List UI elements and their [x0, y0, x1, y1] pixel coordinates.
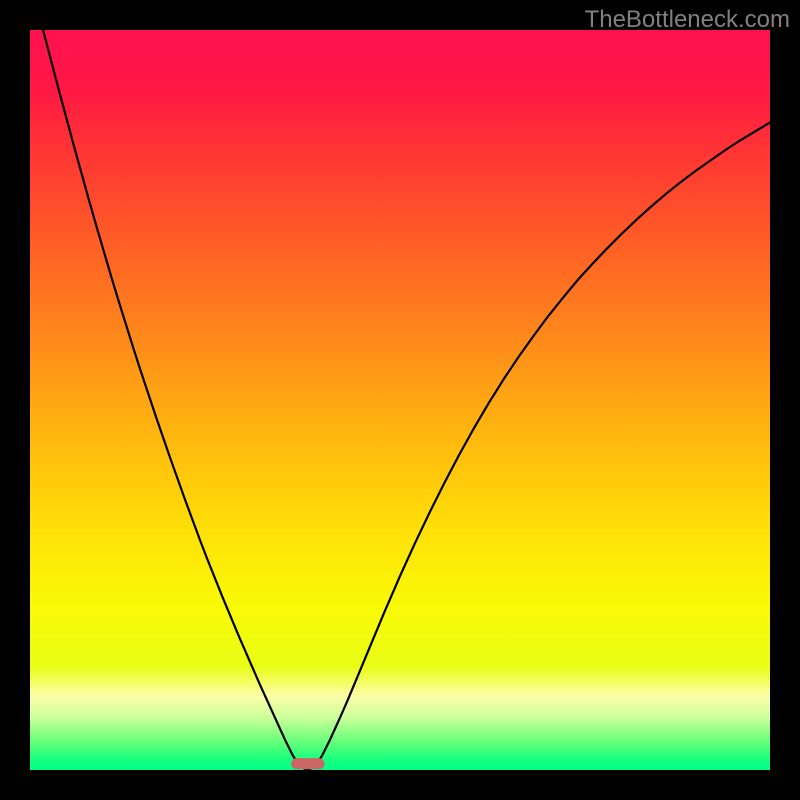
chart-svg [0, 0, 800, 800]
plot-background [30, 30, 770, 770]
optimum-marker [291, 758, 324, 769]
chart-container: TheBottleneck.com [0, 0, 800, 800]
watermark-text: TheBottleneck.com [585, 6, 790, 34]
